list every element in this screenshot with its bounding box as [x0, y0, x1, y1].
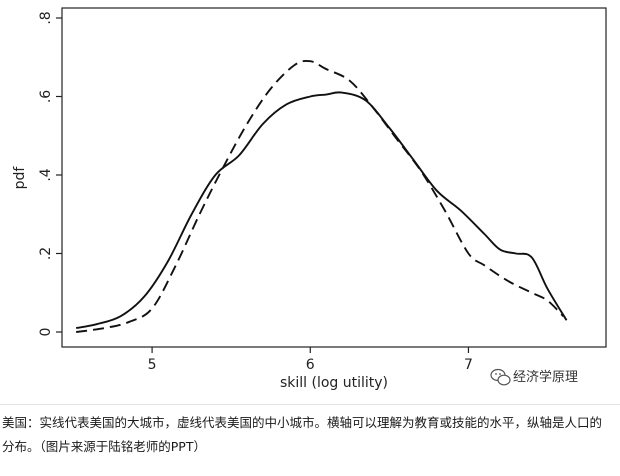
watermark: 经济学原理	[490, 368, 578, 386]
y-tick-label: 0	[38, 328, 54, 337]
x-tick-label: 7	[464, 357, 473, 373]
figure-caption: 美国：实线代表美国的大城市，虚线代表美国的中小城市。横轴可以理解为教育或技能的水…	[2, 415, 603, 454]
x-tick-label: 5	[148, 357, 157, 373]
dashed-density-line	[76, 59, 565, 333]
series-layer	[75, 59, 568, 333]
y-tick-label: .8	[38, 11, 54, 24]
x-tick-label: 6	[306, 357, 315, 373]
solid-density-line	[75, 91, 568, 330]
caption-divider	[0, 404, 620, 405]
x-axis-label: skill (log utility)	[280, 375, 388, 391]
y-tick-label: .2	[38, 247, 54, 260]
y-axis: 0 .2 .4 .6 .8	[38, 11, 62, 336]
density-chart: 5 6 7 0 .2 .4 .6 .8 skill (log utility) pdf 经济…	[12, 7, 607, 391]
wechat-icon	[490, 368, 511, 386]
y-tick-label: .4	[38, 168, 54, 181]
x-axis: 5 6 7	[148, 347, 473, 373]
plot-frame	[61, 7, 607, 348]
watermark-text: 经济学原理	[513, 369, 578, 385]
y-tick-label: .6	[38, 90, 54, 103]
y-axis-label: pdf	[12, 166, 28, 190]
